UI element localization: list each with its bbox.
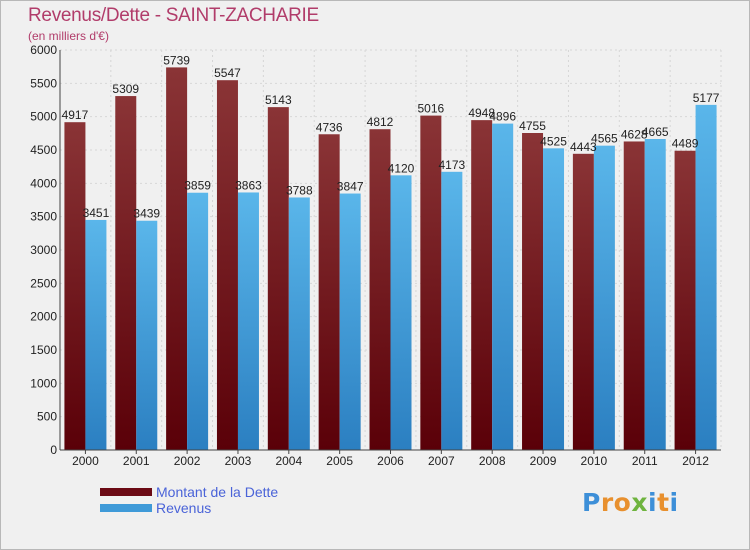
bar-dette — [471, 120, 493, 450]
x-tick-label: 2002 — [174, 454, 201, 468]
x-tick-label: 2011 — [632, 454, 658, 468]
logo-letter: i — [648, 488, 658, 517]
bar-dette — [318, 134, 340, 450]
data-label: 5016 — [417, 102, 444, 116]
data-labels: 4917 3451 5309 3439 5739 3859 5547 3863 5143 3788… — [62, 53, 720, 220]
bar-revenus — [237, 192, 259, 450]
bar-revenus — [644, 139, 666, 450]
bar-revenus — [85, 219, 107, 450]
bar-dette — [674, 150, 696, 450]
x-tick-label: 2004 — [275, 454, 302, 468]
data-label: 4896 — [489, 110, 516, 124]
x-tick-label: 2012 — [682, 454, 709, 468]
logo-letter: r — [600, 488, 614, 517]
y-tick-label: 5500 — [30, 76, 57, 90]
x-tick-label: 2009 — [530, 454, 557, 468]
data-label: 3859 — [184, 179, 211, 193]
y-tick-label: 0 — [50, 443, 57, 457]
data-label: 3863 — [235, 178, 262, 192]
bar-revenus — [695, 104, 717, 450]
logo-letter: i — [669, 488, 679, 517]
bar-revenus — [441, 171, 463, 451]
data-label: 4812 — [367, 115, 394, 129]
y-tick-label: 4500 — [30, 143, 57, 157]
y-tick-label: 1000 — [30, 376, 57, 390]
data-label: 4120 — [388, 161, 415, 175]
data-label: 4443 — [570, 140, 597, 154]
bar-revenus — [187, 192, 209, 450]
data-label: 5739 — [163, 53, 190, 67]
data-label: 4755 — [519, 119, 546, 133]
data-label: 4489 — [672, 137, 699, 151]
bar-revenus — [593, 145, 615, 450]
legend-swatch-dette — [100, 488, 152, 496]
bar-dette — [64, 122, 86, 450]
data-label: 4948 — [468, 106, 495, 120]
bar-revenus — [339, 193, 361, 451]
chart-title: Revenus/Dette - SAINT-ZACHARIE — [28, 5, 319, 26]
bar-dette — [420, 115, 442, 450]
logo-letter: o — [613, 488, 632, 517]
bar-revenus — [136, 220, 158, 450]
x-tick-label: 2010 — [581, 454, 608, 468]
bar-dette — [166, 67, 188, 451]
bar-dette — [267, 107, 289, 450]
data-label: 4628 — [621, 127, 648, 141]
y-tick-label: 3000 — [30, 243, 57, 257]
legend-label-revenus: Revenus — [156, 500, 212, 516]
bar-dette — [623, 141, 645, 450]
data-label: 5177 — [693, 91, 720, 105]
x-tick-label: 2000 — [72, 454, 99, 468]
logo-letter: t — [657, 488, 670, 517]
x-tick-label: 2007 — [428, 454, 455, 468]
data-label: 4736 — [316, 120, 343, 134]
chart-subtitle: (en milliers d'€) — [28, 29, 109, 43]
bar-dette — [369, 129, 391, 450]
x-tick-label: 2001 — [123, 454, 150, 468]
legend-label-dette: Montant de la Dette — [156, 484, 279, 500]
legend-swatch-revenus — [100, 504, 152, 512]
bar-revenus — [288, 197, 310, 450]
data-label: 3847 — [337, 180, 364, 194]
data-label: 5309 — [112, 82, 139, 96]
x-tick-label: 2003 — [225, 454, 252, 468]
y-tick-label: 3500 — [30, 210, 57, 224]
data-label: 4565 — [591, 132, 618, 146]
axes: 0 500 1000 1500 2000 2500 3000 3500 4000 4500 5000… — [30, 43, 721, 468]
bar-dette — [216, 80, 238, 450]
logo-letter: x — [631, 488, 648, 517]
data-label: 4917 — [62, 108, 89, 122]
bar-revenus — [390, 175, 412, 451]
bar-revenus — [492, 123, 514, 450]
x-tick-label: 2008 — [479, 454, 506, 468]
logo-letter: P — [582, 488, 601, 517]
bar-dette — [572, 153, 594, 451]
bar-revenus — [543, 148, 565, 451]
data-label: 4665 — [642, 125, 669, 139]
bar-dette — [115, 96, 137, 451]
data-label: 3439 — [133, 207, 160, 221]
y-tick-label: 4000 — [30, 176, 57, 190]
data-label: 5143 — [265, 93, 292, 107]
y-tick-label: 2500 — [30, 276, 57, 290]
data-label: 3788 — [286, 183, 313, 197]
y-tick-label: 2000 — [30, 310, 57, 324]
data-label: 3451 — [83, 206, 110, 220]
x-tick-label: 2006 — [377, 454, 404, 468]
proxiti-logo: Proxiti — [582, 488, 679, 517]
x-tick-label: 2005 — [326, 454, 353, 468]
y-tick-label: 5000 — [30, 110, 57, 124]
y-tick-label: 6000 — [30, 43, 57, 57]
data-label: 4525 — [540, 134, 567, 148]
y-tick-label: 500 — [37, 410, 57, 424]
data-label: 5547 — [214, 66, 241, 80]
bars — [64, 67, 717, 451]
y-tick-label: 1500 — [30, 343, 57, 357]
data-label: 4173 — [438, 158, 465, 172]
bar-dette — [522, 133, 544, 450]
